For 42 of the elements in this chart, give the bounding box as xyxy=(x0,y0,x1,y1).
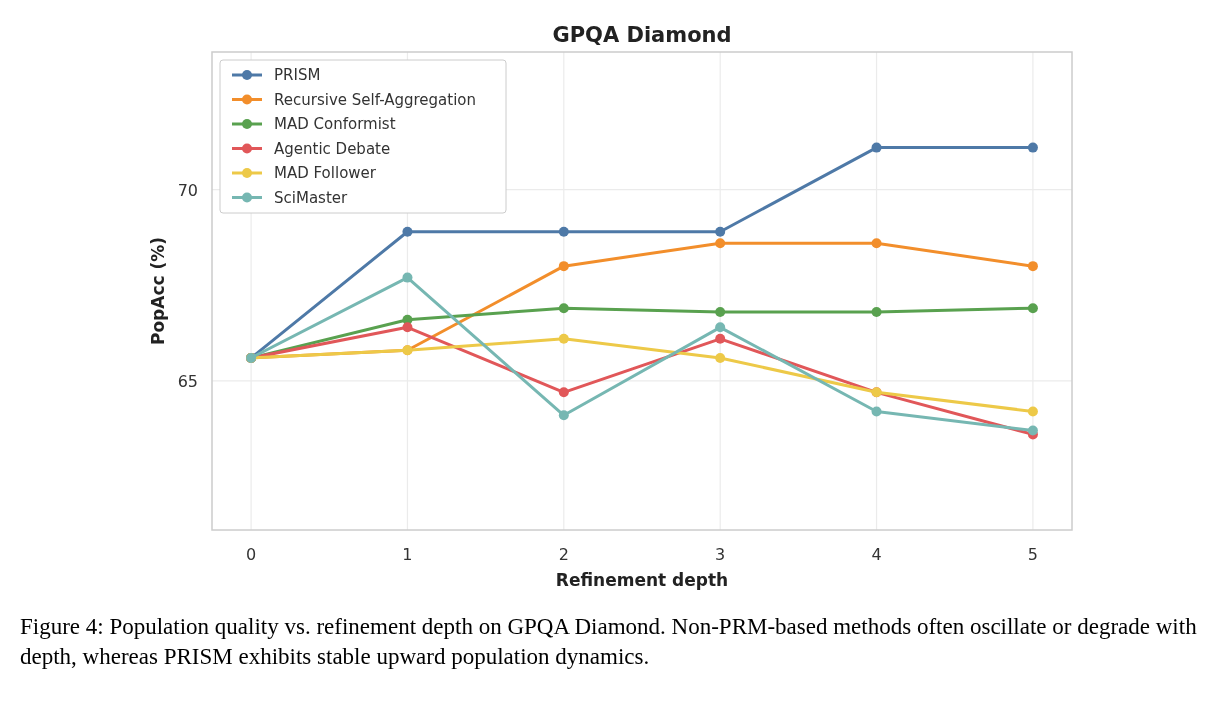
x-tick-label: 2 xyxy=(558,545,569,564)
legend-label: MAD Conformist xyxy=(274,115,396,133)
point xyxy=(871,142,882,153)
point xyxy=(1027,261,1038,272)
point xyxy=(1027,142,1038,153)
point xyxy=(402,272,413,283)
point xyxy=(1027,425,1038,436)
legend-label: MAD Follower xyxy=(274,164,377,182)
x-tick-label: 0 xyxy=(246,545,257,564)
point xyxy=(1027,406,1038,417)
y-tick-label: 65 xyxy=(177,371,198,391)
point xyxy=(715,238,726,249)
legend-label: Recursive Self-Aggregation xyxy=(274,90,477,109)
y-axis-title: PopAcc (%) xyxy=(148,236,168,346)
point xyxy=(871,406,882,417)
legend-label: PRISM xyxy=(274,66,321,84)
point xyxy=(715,322,726,333)
chart-title: GPQA Diamond xyxy=(552,23,732,47)
caption: Figure 4: Population quality vs. refinement depth on GPQA Diamond. Non-PRM-based methods often oscillate or degrade with depth, whereas PRISM exhibits stable upward population dynamics. xyxy=(20,613,1198,671)
x-axis-title: Refinement depth xyxy=(555,570,729,590)
point xyxy=(715,226,726,237)
point xyxy=(558,410,569,421)
point xyxy=(715,352,726,363)
x-tick-label: 4 xyxy=(871,545,882,564)
point xyxy=(558,226,569,237)
x-tick-label: 5 xyxy=(1027,545,1038,564)
point xyxy=(558,387,569,398)
point xyxy=(871,307,882,318)
legend-label: Agentic Debate xyxy=(274,139,391,158)
point xyxy=(1027,303,1038,314)
point xyxy=(558,261,569,272)
x-tick-label: 1 xyxy=(402,545,413,564)
point xyxy=(715,307,726,318)
x-tick-label: 3 xyxy=(715,545,726,564)
legend-label: SciMaster xyxy=(274,188,348,207)
point xyxy=(402,322,413,333)
point xyxy=(402,226,413,237)
point xyxy=(558,333,569,344)
point xyxy=(871,238,882,249)
point xyxy=(558,303,569,314)
point xyxy=(715,333,726,344)
y-tick-label: 70 xyxy=(177,180,198,200)
